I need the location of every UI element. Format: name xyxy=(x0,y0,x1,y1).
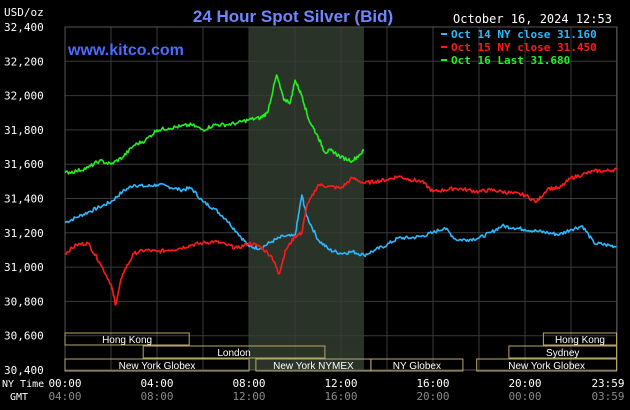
session-label: New York Globex xyxy=(508,361,585,372)
y-tick-label: 32,000 xyxy=(4,90,44,103)
y-tick-label: 31,000 xyxy=(4,261,44,274)
session-box xyxy=(142,345,326,359)
session-label: New York NYMEX xyxy=(273,361,354,372)
series-line-oct-14 xyxy=(64,182,617,258)
x-tick-label-gmt: 08:00 xyxy=(140,390,173,403)
y-tick-label: 32,400 xyxy=(4,21,44,34)
legend-entry: Oct 15 NY close 31.450 xyxy=(451,41,597,54)
series-line-oct-16 xyxy=(64,74,365,175)
session-label: London xyxy=(217,348,250,359)
x-tick-label-ny: 04:00 xyxy=(140,377,173,390)
x-tick-label-ny: 12:00 xyxy=(324,377,357,390)
session-label: New York Globex xyxy=(119,361,196,372)
y-tick-label: 30,800 xyxy=(4,295,44,308)
unit-label: USD/oz xyxy=(4,6,44,19)
x-tick-label-gmt: 03:59 xyxy=(591,390,624,403)
y-tick-label: 30,600 xyxy=(4,330,44,343)
session-label: Hong Kong xyxy=(555,335,605,346)
x-tick-label-gmt: 12:00 xyxy=(232,390,265,403)
x-tick-label-gmt: 04:00 xyxy=(48,390,81,403)
session-label: NY Globex xyxy=(393,361,441,372)
x-tick-label-gmt: 00:00 xyxy=(508,390,541,403)
x-tick-label-ny: 08:00 xyxy=(232,377,265,390)
datetime-label: October 16, 2024 12:53 xyxy=(453,12,612,26)
series-line-oct-15 xyxy=(64,167,618,306)
x-tick-label-gmt: 20:00 xyxy=(416,390,449,403)
chart-title: 24 Hour Spot Silver (Bid) xyxy=(193,7,393,26)
gmt-label: GMT xyxy=(10,392,28,403)
session-box xyxy=(542,332,618,346)
x-tick-label-gmt: 16:00 xyxy=(324,390,357,403)
y-tick-label: 31,200 xyxy=(4,227,44,240)
session-box xyxy=(370,358,464,372)
session-label: Hong Kong xyxy=(102,335,152,346)
y-tick-label: 31,800 xyxy=(4,124,44,137)
y-tick-label: 31,600 xyxy=(4,158,44,171)
plot-frame xyxy=(64,26,618,371)
session-label: Sydney xyxy=(546,348,579,359)
y-tick-label: 31,400 xyxy=(4,193,44,206)
y-tick-label: 30,400 xyxy=(4,364,44,377)
x-tick-label-ny: 23:59 xyxy=(591,377,624,390)
x-tick-label-ny: 00:00 xyxy=(48,377,81,390)
session-box xyxy=(508,345,618,359)
legend-entry: Oct 16 Last 31.680 xyxy=(451,54,570,67)
site-label: www.kitco.com xyxy=(67,42,184,59)
session-box xyxy=(64,358,250,372)
x-tick-label-ny: 20:00 xyxy=(508,377,541,390)
y-tick-label: 32,200 xyxy=(4,55,44,68)
legend-entry: Oct 14 NY close 31.160 xyxy=(451,28,597,41)
x-tick-label-ny: 16:00 xyxy=(416,377,449,390)
session-box xyxy=(476,358,618,372)
ny-time-label: NY Time xyxy=(2,379,44,390)
session-box xyxy=(64,332,190,346)
